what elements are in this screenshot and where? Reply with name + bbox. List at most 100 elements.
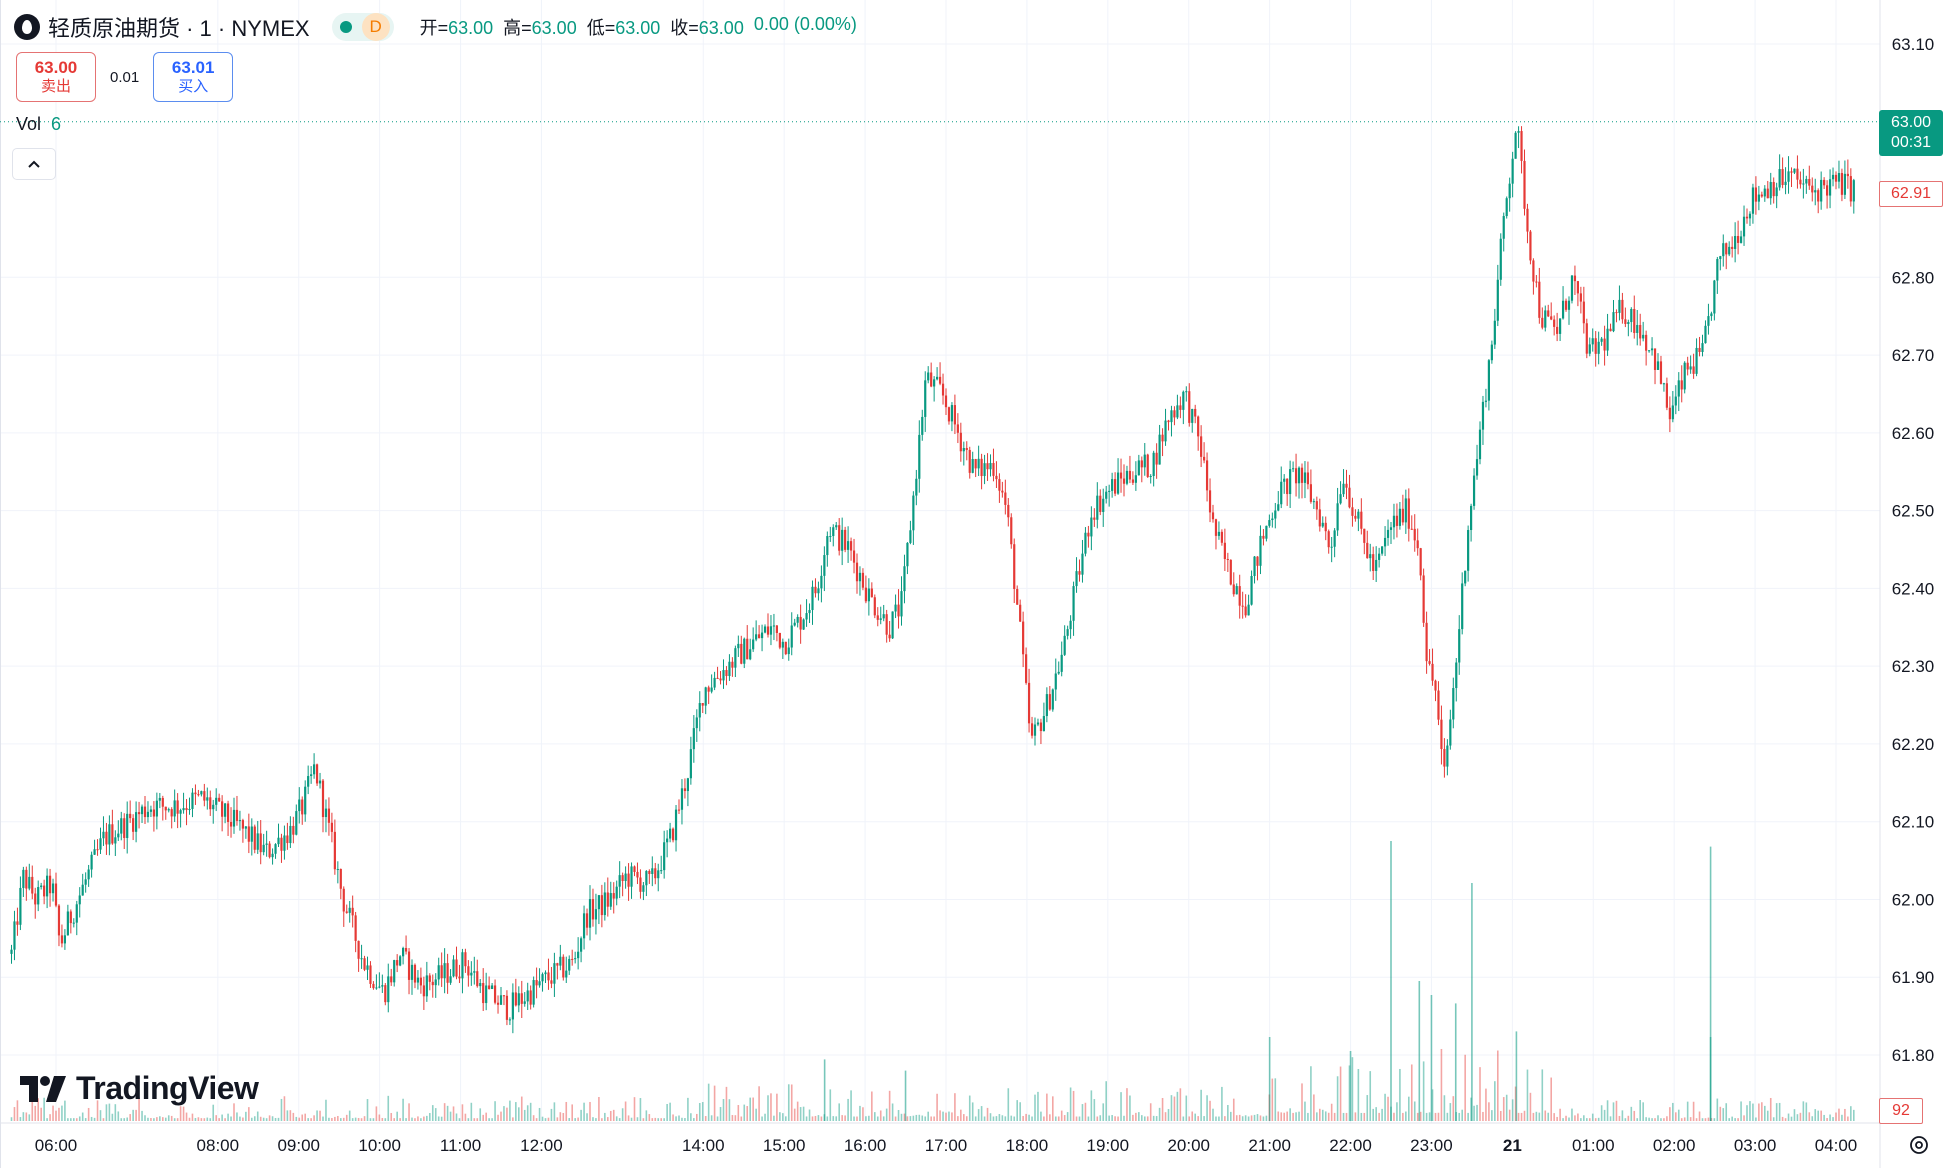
- candle-body: [1467, 530, 1470, 571]
- time-tick-label: 10:00: [358, 1136, 401, 1155]
- candle-body: [817, 588, 820, 594]
- candle-body: [1636, 324, 1639, 333]
- volume-bar: [1283, 1112, 1285, 1121]
- volume-bar: [58, 1107, 60, 1121]
- collapse-legend-button[interactable]: [12, 148, 56, 180]
- candle-body: [1351, 507, 1354, 516]
- buy-button[interactable]: 63.01 买入: [153, 52, 234, 102]
- volume-bar: [713, 1085, 716, 1121]
- volume-bar: [429, 1113, 431, 1121]
- ohlc-high-label: 高=: [503, 18, 532, 38]
- volume-bar: [1043, 1116, 1045, 1121]
- volume-bar: [337, 1115, 339, 1121]
- volume-bar: [1182, 1116, 1185, 1121]
- volume-bar: [354, 1117, 357, 1121]
- volume-bar: [829, 1089, 832, 1121]
- volume-bar: [399, 1118, 401, 1121]
- candle-body: [713, 677, 716, 688]
- volume-bar: [1298, 1111, 1300, 1121]
- tradingview-watermark[interactable]: TradingView: [20, 1070, 259, 1107]
- market-status-pill[interactable]: D: [331, 13, 394, 41]
- candle-body: [1125, 470, 1129, 484]
- volume-bar: [81, 1112, 84, 1121]
- volume-badge: 92: [1879, 1098, 1923, 1124]
- candle-body: [1612, 312, 1615, 332]
- candle-body: [651, 868, 654, 874]
- volume-bar: [67, 1118, 69, 1121]
- candle-body: [1318, 509, 1321, 527]
- volume-bar: [1057, 1116, 1060, 1121]
- candle-body: [1520, 131, 1523, 161]
- candle-body: [1576, 281, 1579, 294]
- sell-button[interactable]: 63.00 卖出: [16, 52, 96, 102]
- volume-bar: [1108, 1115, 1110, 1121]
- volume-bar: [259, 1116, 262, 1121]
- candle-body: [34, 893, 37, 905]
- candle-body: [1226, 558, 1229, 560]
- volume-bar: [461, 1104, 464, 1121]
- candle-body: [289, 825, 292, 844]
- candle-body: [1217, 531, 1221, 536]
- candle-body: [927, 372, 930, 381]
- candle-body: [698, 703, 701, 718]
- candle-body: [292, 825, 295, 835]
- candle-body: [434, 979, 437, 986]
- candle-body: [1247, 604, 1250, 616]
- candle-body: [1179, 405, 1182, 410]
- volume-bar: [971, 1102, 974, 1121]
- volume-bar: [776, 1093, 778, 1121]
- volume-bar: [758, 1086, 760, 1121]
- volume-legend[interactable]: Vol 6: [16, 114, 61, 135]
- oil-drop-icon: [14, 14, 40, 40]
- volume-bar: [912, 1115, 915, 1121]
- chart-settings-button[interactable]: [1904, 1130, 1934, 1160]
- candle-body: [772, 625, 776, 627]
- volume-bar: [1743, 1115, 1745, 1121]
- volume-bar: [512, 1117, 514, 1121]
- volume-bar: [156, 1117, 158, 1121]
- candle-body: [1443, 749, 1446, 767]
- candle-body: [820, 575, 823, 589]
- candle-body: [1769, 182, 1772, 199]
- volume-bar: [1689, 1117, 1692, 1121]
- volume-bar: [1571, 1108, 1573, 1121]
- volume-bar: [491, 1118, 493, 1121]
- candle-body: [989, 463, 992, 470]
- volume-bar: [494, 1101, 496, 1121]
- candle-body: [749, 649, 752, 660]
- volume-bar: [779, 1112, 781, 1121]
- symbol-title[interactable]: 轻质原油期货 · 1 · NYMEX: [48, 16, 310, 41]
- candle-body: [256, 833, 259, 850]
- candle-body: [1425, 622, 1428, 662]
- volume-bar: [731, 1115, 734, 1121]
- volume-bar: [1241, 1116, 1244, 1121]
- candle-body: [1621, 299, 1624, 320]
- volume-bar: [737, 1105, 740, 1121]
- candle-body: [137, 812, 141, 815]
- candle-body: [514, 992, 517, 1006]
- candle-body: [244, 826, 247, 829]
- candle-body: [930, 372, 933, 387]
- volume-bar: [612, 1109, 615, 1121]
- candle-body: [1063, 635, 1066, 655]
- volume-bar: [954, 1093, 956, 1121]
- candle-body: [1363, 528, 1366, 543]
- volume-bar: [604, 1112, 606, 1121]
- volume-bar: [1769, 1097, 1772, 1121]
- candle-body: [1300, 467, 1304, 483]
- candle-body: [1564, 300, 1568, 310]
- candle-body: [1164, 420, 1167, 442]
- candle-body: [1131, 479, 1134, 483]
- volume-spike-bar: [1471, 883, 1473, 1121]
- volume-bar: [998, 1114, 1001, 1121]
- volume-bar: [1339, 1066, 1342, 1121]
- candle-body: [1627, 322, 1630, 324]
- volume-bar: [1633, 1110, 1636, 1121]
- volume-bar: [1046, 1093, 1048, 1121]
- candle-body: [1381, 546, 1384, 554]
- candle-body: [46, 875, 49, 897]
- volume-bar: [1310, 1066, 1312, 1121]
- price-tick-label: 62.00: [1892, 890, 1935, 909]
